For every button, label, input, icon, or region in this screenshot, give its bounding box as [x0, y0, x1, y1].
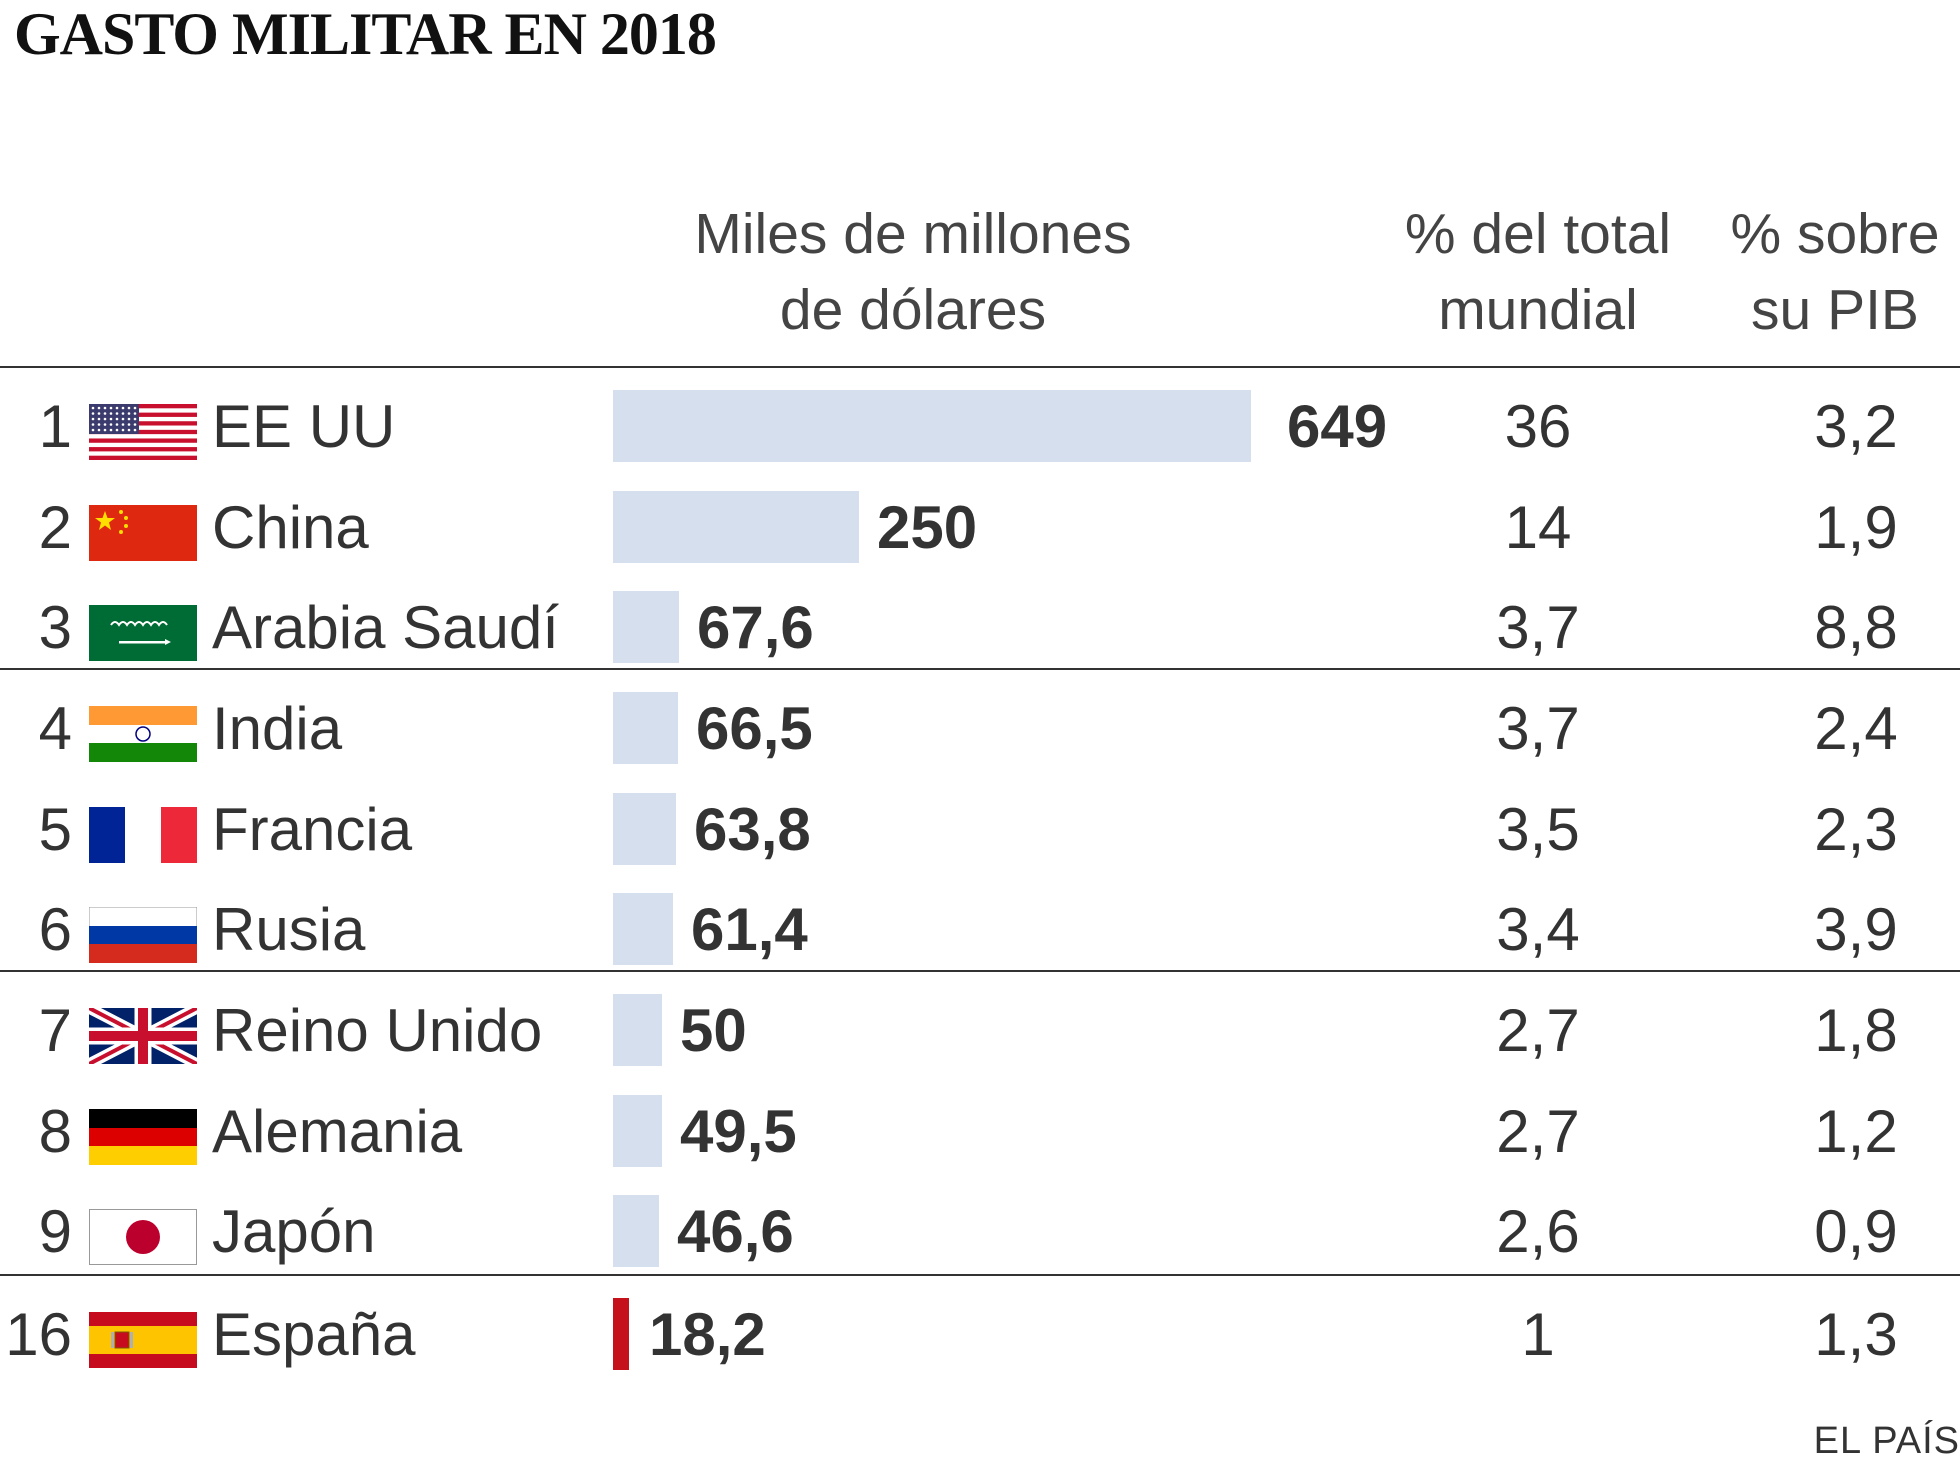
group-divider [0, 970, 1960, 972]
bar [613, 793, 676, 865]
country-label: Francia [212, 796, 413, 863]
saudi-arabia-flag-icon [89, 605, 197, 661]
country-label: India [212, 695, 343, 762]
uk-flag-icon [86, 1003, 200, 1069]
germany-flag-icon [89, 1109, 197, 1165]
table-row: 1 EE UU 649 36 3,2 [0, 376, 1960, 477]
value-label: 63,8 [694, 796, 811, 863]
value-label: 61,4 [691, 896, 808, 963]
group-divider [0, 668, 1960, 670]
value-label: 67,6 [697, 594, 814, 661]
gdp-share-value: 3,2 [1814, 393, 1898, 460]
spending-header-line2: de dólares [779, 278, 1047, 342]
header-rule [0, 366, 1960, 368]
chart-title: GASTO MILITAR EN 2018 [14, 1, 717, 67]
rank-label: 9 [38, 1198, 72, 1265]
bar [613, 692, 678, 764]
rank-label: 2 [38, 494, 72, 561]
spain-flag-icon [89, 1312, 197, 1368]
world-share-value: 3,7 [1496, 695, 1580, 762]
spending-header: Miles de millones de dólares [608, 196, 1218, 348]
rank-label: 6 [38, 896, 72, 963]
world-share-header-line2: mundial [1438, 278, 1638, 342]
gdp-share-header-line2: su PIB [1751, 278, 1919, 342]
country-label: Alemania [212, 1098, 463, 1165]
gdp-share-value: 2,4 [1814, 695, 1898, 762]
country-label: China [212, 494, 369, 561]
bar [613, 1298, 629, 1370]
table-row: 5 Francia 63,8 3,5 2,3 [0, 779, 1960, 880]
gdp-share-value: 1,9 [1814, 494, 1898, 561]
table-row: 3 Arabia Saudí 67,6 3,7 8,8 [0, 577, 1960, 678]
country-label: EE UU [212, 393, 396, 460]
world-share-value: 3,7 [1496, 594, 1580, 661]
world-share-value: 14 [1504, 494, 1572, 561]
table-row: 8 Alemania 49,5 2,7 1,2 [0, 1081, 1960, 1182]
table-row: 16 España 18,2 1 1,3 [0, 1284, 1960, 1385]
rank-label: 5 [38, 796, 72, 863]
spending-header-line1: Miles de millones [694, 202, 1132, 266]
group-divider [0, 1274, 1960, 1276]
bar [613, 893, 673, 965]
world-share-header: % del total mundial [1358, 196, 1718, 348]
value-label: 66,5 [696, 695, 813, 762]
world-share-header-line1: % del total [1404, 202, 1672, 266]
country-label: Rusia [212, 896, 366, 963]
gdp-share-header-line1: % sobre [1730, 202, 1940, 266]
rank-label: 16 [5, 1301, 72, 1368]
russia-flag-icon [88, 906, 198, 964]
value-label: 250 [877, 494, 978, 561]
world-share-value: 3,4 [1496, 896, 1580, 963]
gdp-share-value: 3,9 [1814, 896, 1898, 963]
world-share-value: 2,7 [1496, 997, 1580, 1064]
table-row: 7 Reino Unido 50 2,7 1,8 [0, 980, 1960, 1081]
gdp-share-value: 1,8 [1814, 997, 1898, 1064]
table-row: 9 Japón 46,6 2,6 0,9 [0, 1181, 1960, 1282]
bar [613, 1195, 659, 1267]
rank-label: 8 [38, 1098, 72, 1165]
world-share-value: 1 [1521, 1301, 1555, 1368]
rank-label: 1 [38, 393, 72, 460]
source-label: EL PAÍS [1813, 1420, 1960, 1462]
gdp-share-value: 1,2 [1814, 1098, 1898, 1165]
bar [613, 591, 679, 663]
bar [613, 390, 1251, 462]
world-share-value: 36 [1504, 393, 1572, 460]
table-row: 2 China 250 14 1,9 [0, 477, 1960, 578]
table-row: 4 India 66,5 3,7 2,4 [0, 678, 1960, 779]
bar [613, 1095, 662, 1167]
gdp-share-value: 2,3 [1814, 796, 1898, 863]
world-share-value: 2,6 [1496, 1198, 1580, 1265]
japan-flag-icon [89, 1209, 197, 1265]
value-label: 46,6 [677, 1198, 794, 1265]
usa-flag-icon [89, 404, 197, 461]
country-label: Arabia Saudí [212, 594, 559, 661]
france-flag-icon [89, 807, 197, 863]
gdp-share-value: 0,9 [1814, 1198, 1898, 1265]
rank-label: 3 [38, 594, 72, 661]
china-flag-icon [89, 505, 197, 561]
rank-label: 4 [38, 695, 72, 762]
country-label: España [212, 1301, 416, 1368]
bar [613, 491, 859, 563]
world-share-value: 3,5 [1496, 796, 1580, 863]
bar [613, 994, 662, 1066]
gdp-share-header: % sobre su PIB [1710, 196, 1960, 348]
country-label: Japón [212, 1198, 376, 1265]
rank-label: 7 [38, 997, 72, 1064]
value-label: 649 [1287, 393, 1388, 460]
value-label: 49,5 [680, 1098, 797, 1165]
india-flag-icon [89, 706, 197, 762]
gdp-share-value: 8,8 [1814, 594, 1898, 661]
value-label: 50 [680, 997, 747, 1064]
table-row: 6 Rusia 61,4 3,4 3,9 [0, 879, 1960, 980]
world-share-value: 2,7 [1496, 1098, 1580, 1165]
country-label: Reino Unido [212, 997, 543, 1064]
value-label: 18,2 [649, 1301, 766, 1368]
gdp-share-value: 1,3 [1814, 1301, 1898, 1368]
